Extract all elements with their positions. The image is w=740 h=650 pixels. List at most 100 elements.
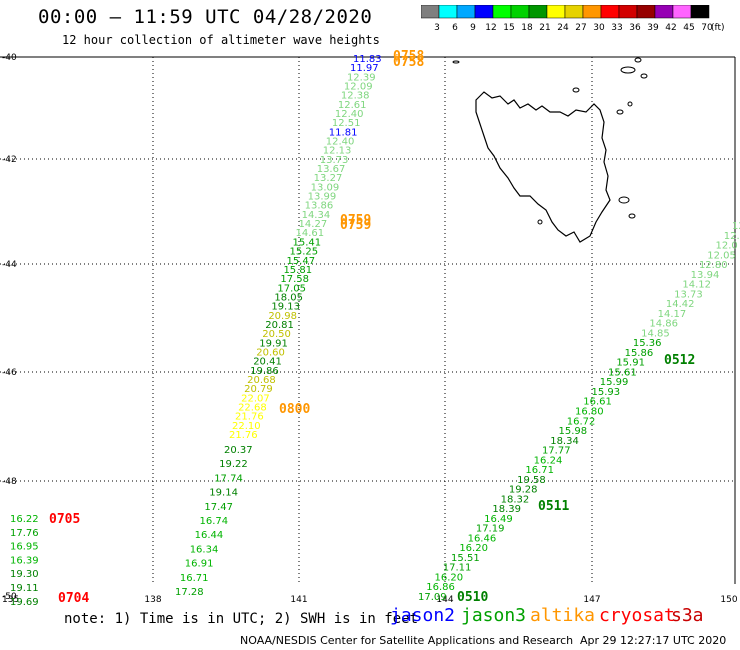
wave-height-value: 14.86: [649, 319, 678, 330]
wave-height-value: 16.39: [10, 555, 39, 566]
wave-height-value: 18.34: [550, 436, 579, 447]
wave-height-value: 15.91: [616, 358, 645, 369]
wave-height-value: 11.83: [353, 54, 382, 65]
wave-height-value: 19.13: [271, 302, 300, 313]
wave-height-value: 14.27: [299, 219, 328, 230]
wave-height-value: 17.47: [204, 502, 233, 513]
wave-height-value: 15.81: [283, 265, 312, 276]
wave-height-value: 16.44: [195, 530, 224, 541]
wave-height-value: 19.22: [219, 459, 248, 470]
wave-height-value: 16.34: [190, 544, 219, 555]
satellite-legend-altika: altika: [530, 605, 596, 626]
island-outline: [618, 196, 630, 204]
wave-height-value: 17.76: [10, 528, 39, 539]
wave-height-value: 16.91: [185, 559, 214, 570]
longitude-label: 147: [583, 595, 600, 605]
wave-height-value: 14.85: [641, 328, 670, 339]
colorbar-label: 36: [629, 23, 641, 33]
wave-height-value: 19.30: [10, 569, 39, 580]
wave-height-value: 16.24: [534, 455, 563, 466]
wave-height-value: 17.09: [418, 592, 447, 603]
island-outline: [640, 73, 648, 79]
island-outline: [628, 213, 636, 219]
wave-height-value: 15.98: [558, 426, 587, 437]
pass-time-label: 0800: [279, 402, 310, 417]
island-outline: [634, 57, 642, 63]
latitude-label: -46: [2, 368, 17, 378]
colorbar-label: 21: [539, 23, 550, 33]
wave-height-value: 16.22: [10, 514, 39, 525]
satellite-legend-s3a: s3a: [671, 605, 704, 626]
colorbar-label: 27: [575, 23, 586, 33]
wave-height-value: 12.13: [323, 146, 352, 157]
wave-height-value: 13.27: [314, 173, 343, 184]
wave-height-value: 19.58: [517, 475, 546, 486]
credit-line: NOAA/NESDIS Center for Satellite Applica…: [240, 634, 574, 647]
wave-height-value: 22.10: [232, 421, 261, 432]
pass-time-label: 0704: [58, 591, 89, 606]
wave-height-value: 12.39: [347, 72, 376, 83]
wave-height-value: 13.73: [674, 289, 703, 300]
wave-height-value: 16.74: [200, 516, 229, 527]
wave-height-value: 12.40: [326, 137, 355, 148]
wave-height-value: 20.60: [256, 347, 285, 358]
wave-height-value: 17.58: [280, 274, 309, 285]
pass-time-label: 0759: [340, 218, 371, 233]
wave-height-value: 20.50: [262, 329, 291, 340]
wave-height-value: 16.20: [459, 543, 488, 554]
colorbar-label: 6: [452, 23, 458, 33]
latitude-label: -42: [2, 155, 17, 165]
wave-height-value: 14.12: [682, 280, 711, 291]
satellite-legend-jason3: jason3: [461, 605, 527, 626]
longitude-label: 144: [436, 595, 453, 605]
wave-height-value: 20.41: [253, 357, 282, 368]
wave-height-value: 15.61: [608, 367, 637, 378]
wave-height-value: 18.39: [492, 504, 521, 515]
wave-height-value: 20.98: [268, 311, 297, 322]
wave-height-value: 16.49: [484, 514, 513, 525]
pass-time-label: 0705: [49, 512, 80, 527]
wave-height-value: 20.79: [244, 384, 273, 395]
wave-height-value: 12.09: [344, 82, 373, 93]
wave-height-value: 13.73: [320, 155, 349, 166]
wave-height-value: 13.99: [308, 192, 337, 203]
wave-height-value: 16.72: [567, 416, 596, 427]
wave-height-value: 13.09: [311, 182, 340, 193]
wave-height-value: 21.76: [235, 412, 264, 423]
island-outline: [620, 66, 636, 74]
colorbar-label: 30: [593, 23, 605, 33]
colorbar-label: 12: [485, 23, 496, 33]
latitude-label: -40: [2, 53, 17, 63]
wave-height-value: 19.28: [509, 485, 538, 496]
wave-height-value: 18.05: [274, 292, 303, 303]
pass-time-label: 0511: [538, 499, 569, 514]
colorbar-label: 24: [557, 23, 569, 33]
island-outline: [537, 219, 543, 225]
island-outline: [627, 101, 633, 107]
wave-height-value: 20.37: [224, 445, 253, 456]
wave-height-value: 15.86: [625, 348, 654, 359]
wave-height-value: 15.25: [289, 247, 318, 258]
latitude-label: -48: [2, 477, 17, 487]
wave-height-value: 21.76: [229, 430, 258, 441]
wave-height-value: 19.86: [250, 366, 279, 377]
wave-height-value: 16.95: [10, 542, 39, 553]
wave-height-value: 16.61: [583, 397, 612, 408]
wave-height-value: 19.69: [10, 597, 39, 606]
colorbar-label: 3: [434, 23, 440, 33]
wave-height-value: 19.11: [10, 583, 39, 594]
wave-height-value: 19.91: [259, 338, 288, 349]
wave-height-value: 12.05: [707, 250, 736, 261]
wave-height-value: 12.61: [338, 100, 367, 111]
page-title: 00:00 – 11:59 UTC 04/28/2020: [38, 6, 373, 28]
wave-height-value: 14.34: [302, 210, 331, 221]
wave-height-map: 135 138 141 144 147 150 -40 -42 -44 -46 -48 -50 11.8…: [0, 49, 740, 606]
pass-time-label: 0512: [664, 353, 695, 368]
pass-time-label: 0758: [393, 55, 424, 70]
wave-height-value: 14.17: [658, 309, 687, 320]
wave-height-value: 13.67: [317, 164, 346, 175]
wave-height-value: 11.81: [329, 127, 358, 138]
wave-height-value: 11.97: [350, 63, 379, 74]
longitude-label: 138: [144, 595, 161, 605]
wave-height-value: 17.19: [476, 524, 505, 535]
